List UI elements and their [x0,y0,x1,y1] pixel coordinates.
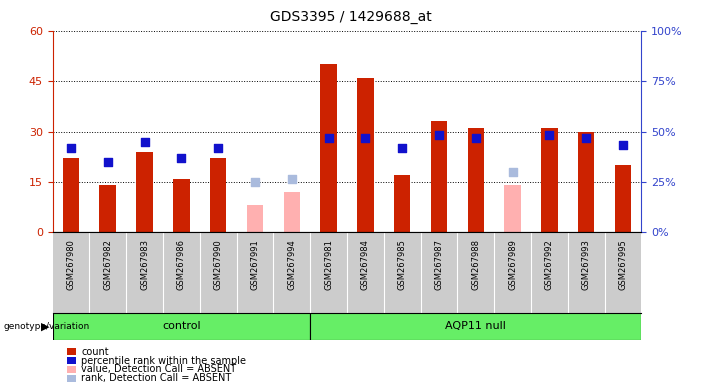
Text: GSM267994: GSM267994 [287,239,297,290]
Point [397,145,408,151]
Bar [384,232,421,313]
Point [286,175,297,182]
Text: GSM267986: GSM267986 [177,239,186,290]
Text: AQP11 null: AQP11 null [445,321,506,331]
Bar [421,232,458,313]
Point [176,155,187,161]
Bar [468,128,484,232]
Point [212,145,224,151]
Bar [604,232,641,313]
Bar [173,179,190,232]
Bar [126,232,163,313]
Bar [136,152,153,232]
Point [65,145,76,151]
Text: rank, Detection Call = ABSENT: rank, Detection Call = ABSENT [81,373,231,383]
Text: GSM267981: GSM267981 [324,239,333,290]
Point [139,139,150,145]
Bar [53,232,90,313]
Text: GSM267984: GSM267984 [361,239,370,290]
Bar [273,232,310,313]
Bar [90,232,126,313]
Bar [458,232,494,313]
Text: GSM267983: GSM267983 [140,239,149,290]
Point [433,132,444,138]
Bar [283,192,300,232]
Text: GDS3395 / 1429688_at: GDS3395 / 1429688_at [270,10,431,23]
Bar [578,131,594,232]
Text: GSM267993: GSM267993 [582,239,591,290]
Point [507,169,518,175]
Bar [320,64,337,232]
Point [544,132,555,138]
Bar [615,165,632,232]
Text: ▶: ▶ [41,321,49,331]
Text: genotype/variation: genotype/variation [4,322,90,331]
Bar [247,205,264,232]
Bar [531,232,568,313]
Text: control: control [162,321,200,331]
Bar [53,313,310,340]
Point [250,179,261,185]
Bar [430,121,447,232]
Point [102,159,114,165]
Text: GSM267991: GSM267991 [250,239,259,290]
Text: GSM267990: GSM267990 [214,239,223,290]
Text: percentile rank within the sample: percentile rank within the sample [81,356,246,366]
Bar [237,232,273,313]
Point [360,135,371,141]
Bar [210,158,226,232]
Bar [394,175,411,232]
Point [470,135,482,141]
Bar [310,313,641,340]
Text: GSM267980: GSM267980 [67,239,76,290]
Bar [504,185,521,232]
Point [618,142,629,148]
Bar [357,78,374,232]
Text: GSM267988: GSM267988 [471,239,480,290]
Text: GSM267987: GSM267987 [435,239,444,290]
Text: GSM267995: GSM267995 [618,239,627,290]
Point [323,135,334,141]
Bar [200,232,237,313]
Bar [568,232,604,313]
Bar [62,158,79,232]
Bar [310,232,347,313]
Text: GSM267985: GSM267985 [397,239,407,290]
Text: GSM267982: GSM267982 [103,239,112,290]
Bar [100,185,116,232]
Text: GSM267989: GSM267989 [508,239,517,290]
Bar [163,232,200,313]
Bar [494,232,531,313]
Bar [541,128,558,232]
Point [580,135,592,141]
Text: count: count [81,347,109,357]
Text: GSM267992: GSM267992 [545,239,554,290]
Bar [347,232,384,313]
Text: value, Detection Call = ABSENT: value, Detection Call = ABSENT [81,364,236,374]
